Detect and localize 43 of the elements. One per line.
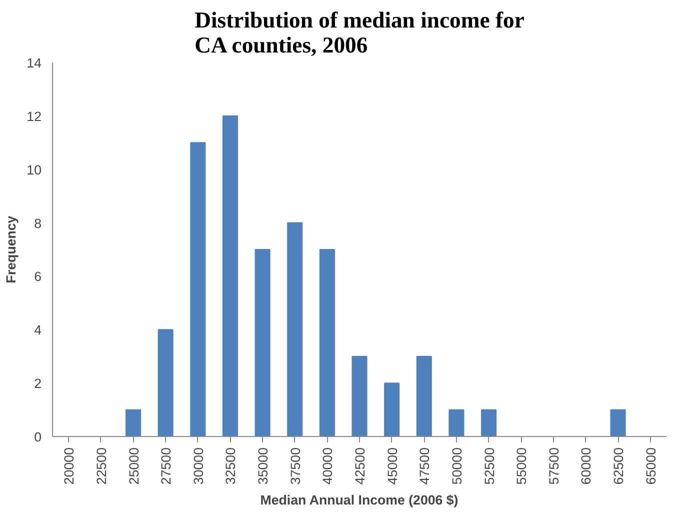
y-tick-label: 6 xyxy=(34,269,42,284)
bar xyxy=(448,409,464,436)
y-tick-label: 12 xyxy=(26,108,42,124)
y-tick-label: 8 xyxy=(34,216,42,231)
x-axis-title: Median Annual Income (2006 $) xyxy=(260,492,458,508)
bar xyxy=(287,222,303,436)
x-tick-label: 27500 xyxy=(158,448,174,485)
x-tick-label: 37500 xyxy=(288,448,303,485)
x-tick-label: 52500 xyxy=(482,448,497,485)
x-tick-label: 30000 xyxy=(190,448,206,485)
bar xyxy=(254,249,270,436)
bar xyxy=(416,356,432,436)
y-axis-title: Frequency xyxy=(4,215,19,284)
x-tick-label: 40000 xyxy=(320,448,336,485)
x-tick-label: 50000 xyxy=(449,448,464,485)
bar xyxy=(384,382,400,436)
y-tick-label: 10 xyxy=(26,162,42,178)
x-tick-label: 62500 xyxy=(611,448,626,485)
chart-title: Distribution of median income for CA counties, 2006 xyxy=(194,8,524,58)
y-tick-label: 4 xyxy=(34,322,42,338)
bar xyxy=(610,409,626,436)
bar xyxy=(480,409,497,436)
bar xyxy=(158,329,174,436)
bar xyxy=(222,115,238,436)
x-tick-label: 22500 xyxy=(94,448,109,485)
x-tick-label: 65000 xyxy=(643,448,658,485)
bar xyxy=(126,409,142,436)
x-tick-label: 42500 xyxy=(352,448,368,485)
bar xyxy=(352,356,368,436)
x-tick-label: 55000 xyxy=(514,448,530,485)
y-tick-label: 14 xyxy=(26,56,42,70)
x-tick-label: 35000 xyxy=(256,448,271,485)
y-tick-label: 2 xyxy=(34,376,42,392)
x-tick-label: 20000 xyxy=(62,448,77,485)
bar xyxy=(190,142,206,436)
y-tick-label: 0 xyxy=(34,430,42,444)
bar xyxy=(319,249,335,436)
x-tick-label: 57500 xyxy=(546,448,562,485)
x-tick-label: 60000 xyxy=(578,448,594,485)
x-tick-label: 32500 xyxy=(223,448,238,485)
x-tick-label: 47500 xyxy=(417,448,432,485)
x-tick-label: 45000 xyxy=(384,448,400,485)
x-tick-label: 25000 xyxy=(126,448,142,485)
